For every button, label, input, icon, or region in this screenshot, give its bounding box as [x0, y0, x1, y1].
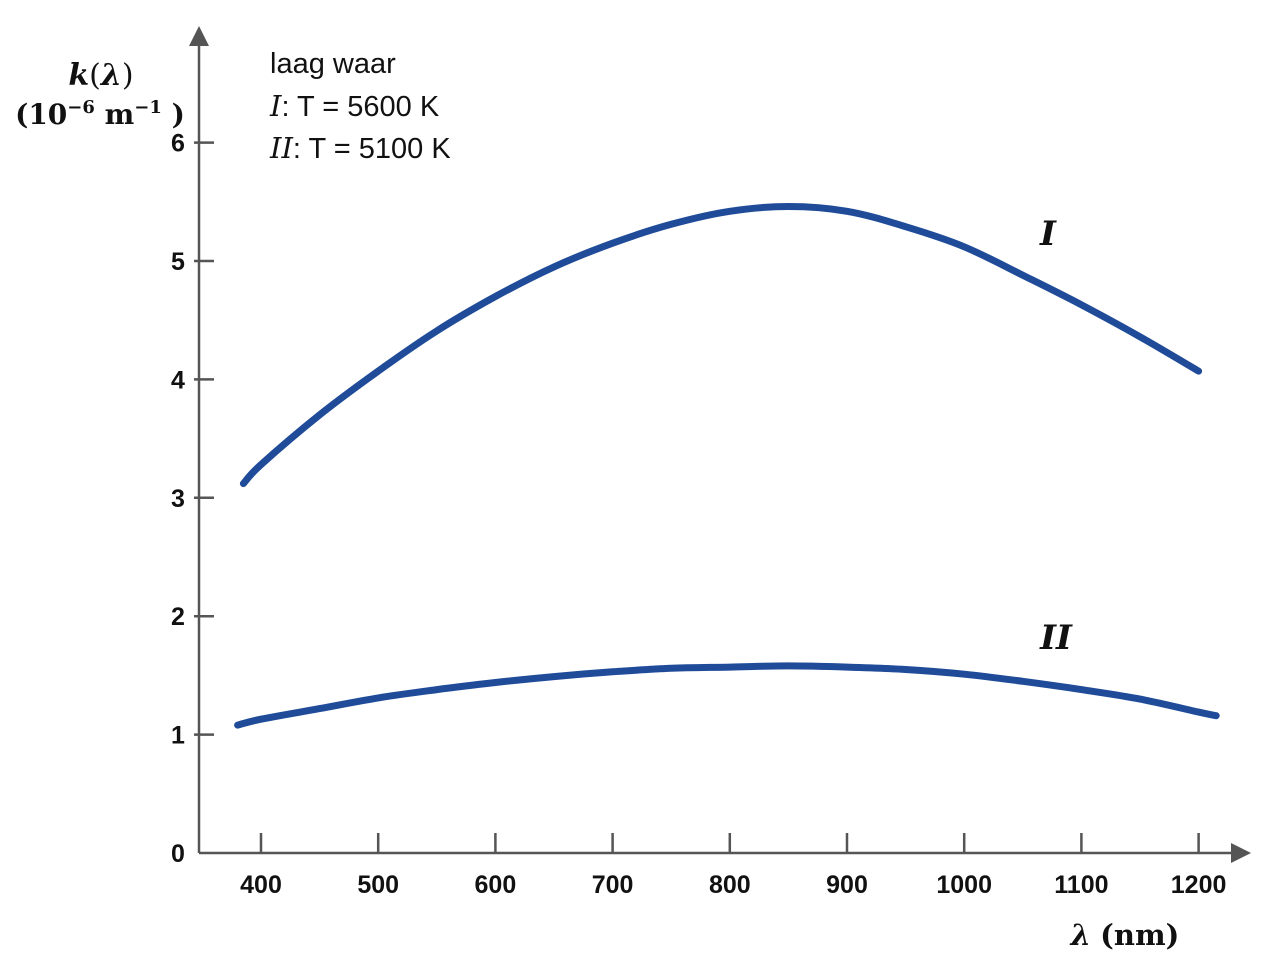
x-ticks: 400 500 600 700 800 900 1000 1100 1200	[240, 833, 1226, 899]
legend-entry-2: II: T = 5100 K	[269, 131, 451, 165]
legend-entry-2-text: : T = 5100 K	[293, 133, 451, 165]
y-unit-space	[95, 98, 105, 131]
y-unit-exp: −6	[67, 97, 95, 118]
y-tick-label: 4	[171, 366, 185, 394]
x-tick-label: 1000	[936, 871, 992, 899]
y-axis-close-paren: )	[122, 58, 134, 93]
x-tick-label: 500	[357, 871, 399, 899]
legend-entry-1: I: T = 5600 K	[269, 89, 440, 123]
y-ticks: 1 2 3 4 5 6	[171, 130, 214, 750]
curve-label-i: I	[1039, 214, 1057, 254]
y-unit-base: 10	[28, 98, 67, 131]
x-tick-label: 900	[826, 871, 868, 899]
x-axis-unit: (nm)	[1100, 918, 1179, 952]
y-tick-label: 3	[171, 485, 185, 513]
legend-entry-1-text: : T = 5600 K	[281, 91, 439, 123]
origin-label: 0	[171, 840, 185, 868]
x-tick-label: 1200	[1171, 871, 1227, 899]
x-tick-label: 400	[240, 871, 282, 899]
y-axis-arg: λ	[99, 58, 122, 93]
legend: laag waar I: T = 5600 K II: T = 5100 K	[269, 48, 451, 165]
y-tick-label: 6	[171, 130, 185, 158]
series-line-i	[239, 203, 1203, 488]
curve-label-ii: II	[1039, 618, 1073, 658]
y-axis-symbol: k	[68, 58, 89, 93]
y-unit-m: m	[105, 98, 135, 131]
y-axis-unit: (10−6 m−1 )	[15, 97, 185, 131]
legend-entry-1-label: I	[269, 89, 282, 123]
y-tick-label: 2	[171, 603, 185, 631]
y-axis-label: k(λ)	[68, 58, 133, 93]
y-unit-close-paren: )	[162, 98, 185, 131]
y-unit-m-exp: −1	[134, 97, 162, 118]
y-tick-label: 5	[171, 248, 185, 276]
x-tick-label: 1100	[1054, 871, 1108, 899]
series-line-ii	[234, 662, 1220, 729]
x-tick-label: 800	[709, 871, 751, 899]
y-axis-open-paren: (	[89, 58, 101, 93]
legend-entry-2-label: II	[269, 131, 293, 165]
x-axis-space	[1091, 918, 1100, 952]
y-tick-label: 1	[171, 722, 185, 750]
x-axis-symbol: λ	[1069, 918, 1091, 952]
x-tick-label: 700	[592, 871, 634, 899]
y-unit-open-paren: (	[15, 98, 28, 131]
curves	[234, 203, 1220, 729]
legend-title: laag waar	[270, 48, 396, 80]
x-tick-label: 600	[475, 871, 517, 899]
x-axis-label: λ (nm)	[1069, 918, 1180, 952]
